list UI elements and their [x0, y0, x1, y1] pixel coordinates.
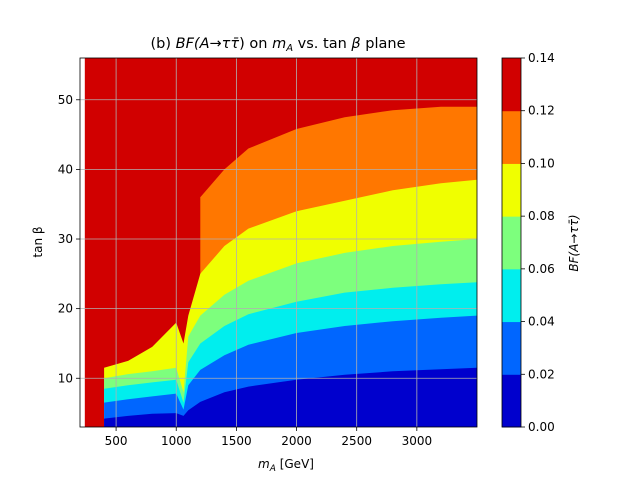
- colorbar-segment-1: [502, 321, 521, 375]
- x-axis-label: mA [GeV]: [258, 457, 314, 474]
- colorbar-segment-0: [502, 374, 521, 428]
- colorbar-tick-label-6: 0.12: [528, 104, 555, 118]
- y-tick-label-1: 20: [58, 302, 73, 316]
- colorbar-tick-label-7: 0.14: [528, 51, 555, 65]
- contour-band-0: [104, 367, 477, 427]
- x-axis: 500 1000 1500 2000 2500 3000: [105, 427, 432, 448]
- y-tick-label-4: 50: [58, 93, 73, 107]
- y-axis: 10 20 30 40 50: [58, 93, 80, 385]
- contour-bands: [84, 58, 477, 427]
- x-tick-label-3: 2000: [281, 434, 312, 448]
- x-tick-label-1: 1000: [161, 434, 192, 448]
- chart-title: (b) BF(A→ττ̄) on mA vs. tan β plane: [150, 36, 405, 54]
- plot-frame: [79, 57, 478, 428]
- y-tick-label-2: 30: [58, 232, 73, 246]
- colorbar-frame: [501, 57, 522, 428]
- colorbar-segment-2: [502, 268, 521, 323]
- plot-area: [79, 57, 478, 428]
- x-tick-label-5: 3000: [402, 434, 433, 448]
- colorbar-tick-label-3: 0.06: [528, 262, 555, 276]
- y-axis-label: tan β: [31, 226, 45, 257]
- colorbar-segment-6: [502, 58, 521, 112]
- x-tick-label-4: 2500: [341, 434, 372, 448]
- colorbar-tick-label-5: 0.10: [528, 156, 555, 170]
- colorbar-segment-3: [502, 216, 521, 270]
- colorbar-tick-label-2: 0.04: [528, 315, 555, 329]
- x-tick-label-0: 500: [105, 434, 128, 448]
- x-tick-label-2: 1500: [221, 434, 252, 448]
- colorbar-segment-4: [502, 163, 521, 217]
- grid-lines: [80, 58, 477, 427]
- colorbar-tick-label-0: 0.00: [528, 420, 555, 434]
- colorbar-label: BF(A→ττ̄): [567, 214, 581, 271]
- y-tick-label-3: 40: [58, 162, 73, 176]
- colorbar-segment-5: [502, 110, 521, 164]
- colorbar-tick-label-1: 0.02: [528, 367, 555, 381]
- y-tick-label-0: 10: [58, 371, 73, 385]
- colorbar: 0.00 0.02 0.04 0.06 0.08 0.10 0.12 0.14: [501, 51, 555, 434]
- colorbar-tick-label-4: 0.08: [528, 209, 555, 223]
